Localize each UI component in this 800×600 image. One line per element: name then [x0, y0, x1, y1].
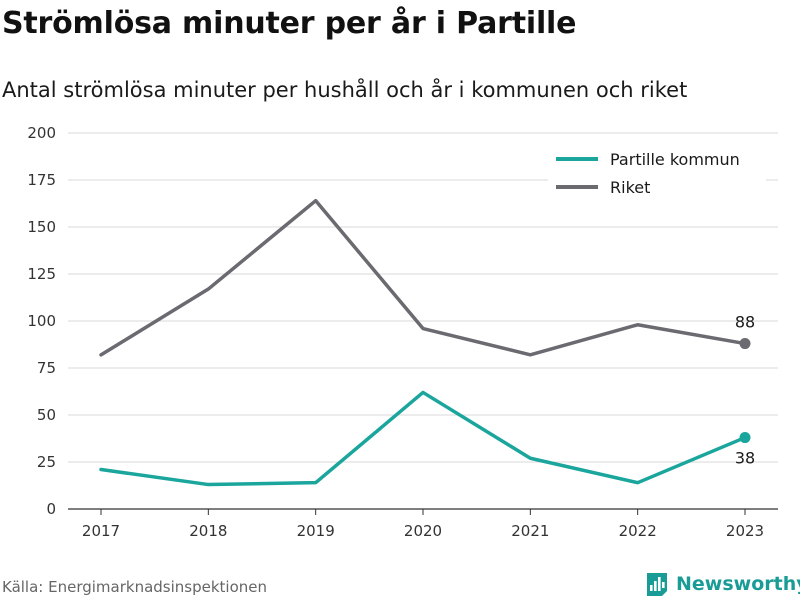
y-tick-label: 0 [46, 500, 56, 518]
x-tick-label: 2019 [297, 522, 335, 540]
chart-subtitle: Antal strömlösa minuter per hushåll och … [2, 78, 688, 102]
data-label: 88 [735, 313, 755, 332]
y-tick-label: 75 [37, 359, 56, 377]
series-end-point [739, 338, 751, 350]
newsworthy-logo-text: Newsworthy [676, 573, 800, 595]
y-tick-label: 100 [27, 312, 56, 330]
chart-title: Strömlösa minuter per år i Partille [2, 6, 577, 41]
x-tick-label: 2021 [511, 522, 549, 540]
y-tick-label: 150 [27, 218, 56, 236]
y-tick-label: 25 [37, 453, 56, 471]
newsworthy-logo[interactable]: Newsworthy [644, 568, 800, 600]
x-tick-label: 2023 [726, 522, 764, 540]
data-label: 38 [735, 449, 755, 468]
legend-label: Partille kommun [610, 150, 740, 169]
y-tick-label: 125 [27, 265, 56, 283]
x-tick-label: 2020 [404, 522, 442, 540]
y-tick-label: 50 [37, 406, 56, 424]
y-tick-label: 200 [27, 124, 56, 142]
source-note: Källa: Energimarknadsinspektionen [2, 578, 268, 596]
series-line [99, 390, 747, 487]
legend-label: Riket [610, 178, 650, 197]
x-tick-label: 2022 [619, 522, 657, 540]
y-tick-label: 175 [27, 171, 56, 189]
series-end-point [739, 432, 751, 444]
x-tick-label: 2018 [189, 522, 227, 540]
newsworthy-logo-icon [647, 573, 667, 596]
legend-box [548, 143, 766, 207]
x-tick-label: 2017 [82, 522, 120, 540]
series-line [99, 198, 747, 357]
